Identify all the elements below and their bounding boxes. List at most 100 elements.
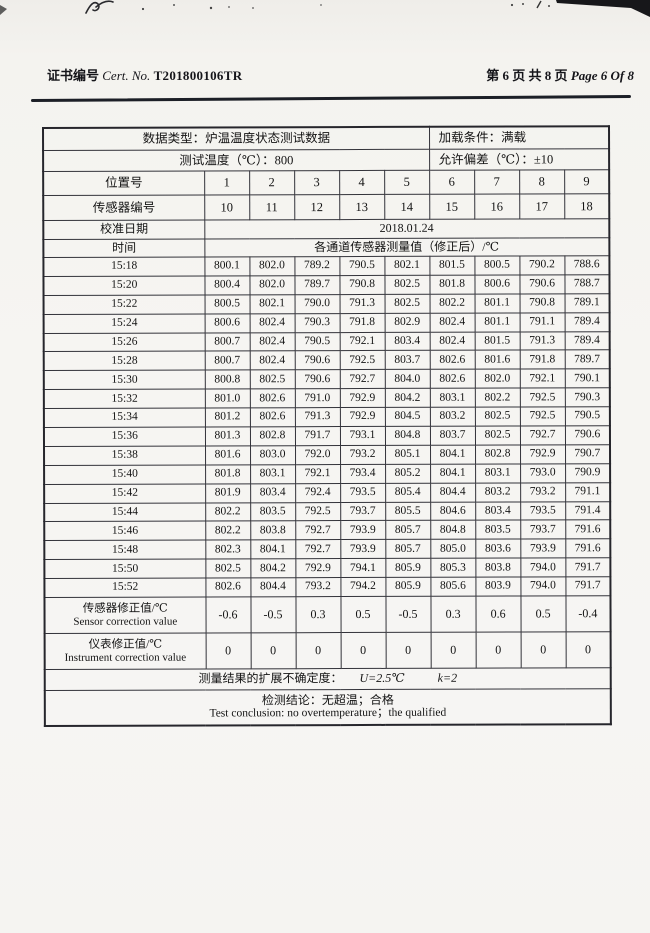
time-cell: 15:20: [43, 275, 205, 296]
reading-row: 15:26 800.7 802.4 790.5 792.1 803.4 802.4 801.5…: [43, 331, 610, 352]
reading-value-cell: 805.5: [385, 501, 431, 521]
time-cell: 15:48: [44, 540, 206, 560]
reading-value-cell: 801.5: [474, 331, 520, 351]
time-cell: 15:40: [44, 464, 206, 485]
reading-value-cell: 792.7: [519, 425, 566, 445]
time-cell: 15:42: [44, 483, 206, 504]
reading-value-cell: 803.6: [475, 539, 521, 559]
time-cell: 15:36: [43, 427, 206, 447]
reading-value-cell: 802.2: [205, 521, 251, 541]
reading-value-cell: 805.4: [385, 482, 431, 503]
reading-value-cell: 800.1: [204, 256, 250, 276]
position-cell: 8: [519, 169, 565, 195]
reading-value-cell: 805.7: [385, 520, 431, 540]
page-info-en: Page 6 Of 8: [570, 68, 634, 83]
reading-value-cell: 804.2: [384, 388, 430, 408]
reading-value-cell: 803.4: [475, 501, 521, 521]
reading-value-cell: 790.3: [564, 387, 610, 407]
reading-value-cell: 793.5: [340, 483, 386, 503]
reading-value-cell: 805.7: [385, 539, 431, 559]
channel-header-cell: 各通道传感器测量值（修正后）/℃: [204, 237, 610, 257]
sensor-correction-cell: 0.6: [475, 596, 521, 633]
time-cell: 15:28: [43, 351, 205, 371]
sensor-correction-cell: -0.5: [385, 596, 431, 633]
sensor-number-cell: 17: [519, 193, 565, 220]
reading-value-cell: 791.3: [339, 294, 385, 314]
reading-row: 15:32 801.0 802.6 791.0 792.9 804.2 803.1 802.2…: [43, 387, 610, 409]
cert-number: T201800106TR: [153, 68, 243, 83]
scan-speck: [209, 6, 213, 10]
time-cell: 15:18: [43, 256, 205, 277]
reading-value-cell: 793.5: [520, 501, 566, 521]
reading-value-cell: 790.5: [339, 256, 385, 276]
scan-speck: [320, 4, 322, 6]
sensor-correction-label-en: Sensor correction value: [73, 615, 178, 629]
reading-value-cell: 805.6: [430, 577, 476, 597]
reading-value-cell: 790.0: [294, 294, 340, 314]
reading-value-cell: 801.2: [204, 407, 250, 428]
reading-value-cell: 802.0: [249, 256, 295, 276]
reading-value-cell: 805.3: [430, 558, 476, 578]
position-label-cell: 位置号: [43, 170, 205, 196]
reading-row: 15:38 801.6 803.0 792.0 793.2 805.1 804.1 802.8…: [44, 444, 611, 466]
reading-value-cell: 803.8: [250, 521, 296, 541]
reading-value-cell: 790.6: [519, 274, 565, 294]
reading-value-cell: 802.5: [474, 407, 520, 427]
reading-row: 15:50 802.5 804.2 792.9 794.1 805.9 805.3 803.8…: [44, 557, 611, 579]
reading-value-cell: 801.6: [205, 445, 251, 465]
reading-value-cell: 794.1: [340, 558, 386, 578]
reading-value-cell: 800.5: [474, 256, 520, 276]
scan-speck: [141, 7, 145, 11]
calibration-date-cell: 2018.01.24: [204, 218, 610, 239]
time-label-cell: 时间: [43, 238, 205, 258]
reading-value-cell: 791.1: [519, 312, 565, 332]
reading-value-cell: 788.7: [564, 274, 610, 294]
reading-value-cell: 802.6: [249, 388, 295, 408]
reading-value-cell: 791.7: [294, 426, 341, 446]
reading-value-cell: 802.6: [249, 407, 295, 427]
instrument-correction-cell: 0: [430, 632, 476, 669]
reading-value-cell: 805.9: [385, 577, 431, 597]
scan-speck: [510, 3, 514, 7]
sensor-correction-cell: 0.3: [295, 596, 341, 633]
reading-value-cell: 800.8: [204, 370, 250, 390]
sensor-number-cell: 18: [564, 193, 610, 219]
sensor-correction-cell: -0.4: [565, 595, 611, 632]
sensor-correction-cell: -0.5: [250, 596, 296, 633]
reading-value-cell: 793.0: [520, 463, 566, 483]
reading-value-cell: 791.7: [565, 557, 611, 577]
reading-value-cell: 802.2: [474, 388, 520, 408]
reading-value-cell: 793.9: [340, 520, 386, 540]
reading-value-cell: 801.3: [204, 426, 251, 446]
sensor-correction-cell: 0.5: [340, 596, 386, 633]
reading-row: 15:48 802.3 804.1 792.7 793.9 805.7 805.0 803.6…: [44, 539, 611, 560]
reading-value-cell: 801.9: [205, 483, 251, 503]
sensor-number-cell: 10: [204, 194, 250, 220]
uncertainty-u-value: U=2.5℃: [359, 670, 405, 686]
reading-value-cell: 793.1: [339, 426, 386, 446]
reading-value-cell: 800.4: [204, 275, 250, 295]
time-cell: 15:24: [43, 313, 205, 334]
uncertainty-k-value: k=2: [437, 670, 458, 685]
reading-value-cell: 792.1: [519, 369, 565, 389]
reading-value-cell: 791.7: [565, 576, 611, 596]
instrument-correction-cell: 0: [250, 632, 296, 669]
reading-value-cell: 789.2: [294, 256, 340, 276]
sensor-number-cell: 11: [249, 194, 295, 220]
reading-row: 15:20 800.4 802.0 789.7 790.8 802.5 801.8 800.6…: [43, 274, 610, 296]
time-cell: 15:22: [43, 294, 205, 315]
reading-value-cell: 803.7: [384, 350, 430, 370]
time-cell: 15:52: [44, 578, 206, 598]
sensor-number-cell: 12: [294, 194, 340, 220]
reading-value-cell: 800.7: [204, 351, 250, 371]
reading-value-cell: 790.6: [294, 369, 340, 389]
sensor-correction-cell: 0.3: [430, 596, 476, 633]
reading-value-cell: 793.9: [520, 539, 566, 559]
corner-shadow: [556, 0, 650, 17]
reading-value-cell: 792.1: [295, 464, 341, 484]
reading-row: 15:34 801.2 802.6 791.3 792.9 804.5 803.2 802.5…: [43, 406, 611, 428]
reading-value-cell: 800.5: [204, 294, 250, 314]
data-type-row: 数据类型：炉温温度状态测试数据 加载条件：满载: [43, 126, 610, 151]
header-divider-rule: [30, 95, 631, 102]
reading-value-cell: 792.4: [295, 483, 341, 503]
